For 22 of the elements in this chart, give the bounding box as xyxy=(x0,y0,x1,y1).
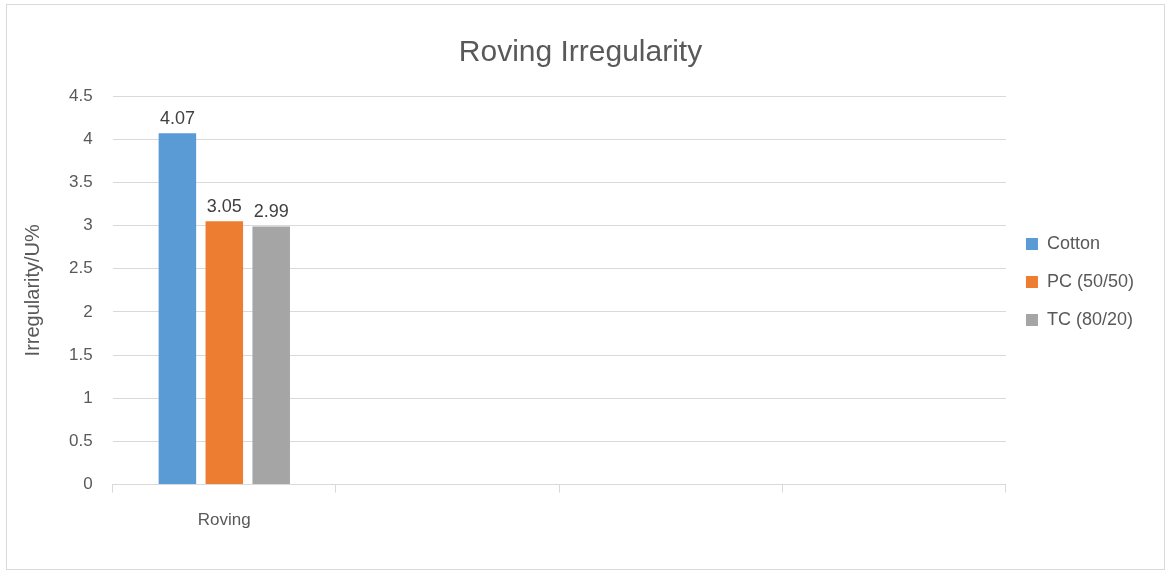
data-label: 4.07 xyxy=(159,108,195,129)
bar xyxy=(252,226,290,485)
y-tick-label: 4 xyxy=(83,128,93,148)
data-label: 3.05 xyxy=(206,196,242,217)
y-tick-label: 2.5 xyxy=(68,258,93,278)
data-label: 2.99 xyxy=(253,201,289,222)
y-tick-label: 3.5 xyxy=(68,172,93,192)
y-tick-label: 2 xyxy=(83,301,93,321)
x-tick-label: Roving xyxy=(197,510,251,530)
y-tick-label: 0 xyxy=(83,474,93,494)
legend-label: Cotton xyxy=(1046,232,1101,253)
y-axis-title: Irregularity/U% xyxy=(20,223,43,357)
legend-label: TC (80/20) xyxy=(1046,308,1133,329)
bar xyxy=(158,133,197,485)
y-tick-label: 4.5 xyxy=(68,85,93,105)
y-tick-label: 1 xyxy=(83,387,93,407)
y-tick-label: 3 xyxy=(83,215,93,235)
legend-label: PC (50/50) xyxy=(1046,270,1135,291)
bar xyxy=(205,221,244,485)
y-tick-label: 1.5 xyxy=(68,344,93,364)
y-tick-label: 0.5 xyxy=(68,431,93,451)
chart-title: Roving Irregularity xyxy=(458,34,703,68)
